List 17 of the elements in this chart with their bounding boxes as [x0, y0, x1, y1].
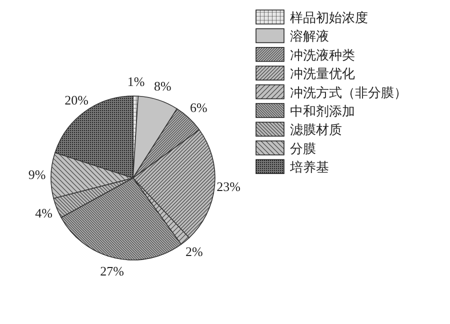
legend-label: 溶解液 [290, 28, 329, 45]
data-label: 9% [28, 166, 46, 182]
legend-label: 培养基 [289, 160, 329, 176]
legend-label: 分膜 [290, 142, 316, 157]
data-label: 6% [190, 100, 208, 116]
data-label: 23% [216, 179, 241, 194]
data-label: 1% [127, 74, 145, 90]
data-label: 4% [35, 205, 53, 220]
legend-label: 滤膜材质 [290, 123, 342, 138]
data-label: 2% [186, 244, 204, 259]
legend-label: 冲洗量优化 [290, 67, 355, 82]
data-label: 8% [154, 78, 172, 94]
legend-label: 样品初始浓度 [290, 10, 368, 26]
legend-label: 冲洗方式（非分膜） [290, 84, 407, 101]
legend-label: 冲洗液种类 [290, 48, 355, 64]
data-label: 27% [100, 264, 124, 279]
legend-label: 中和剂添加 [290, 104, 355, 120]
